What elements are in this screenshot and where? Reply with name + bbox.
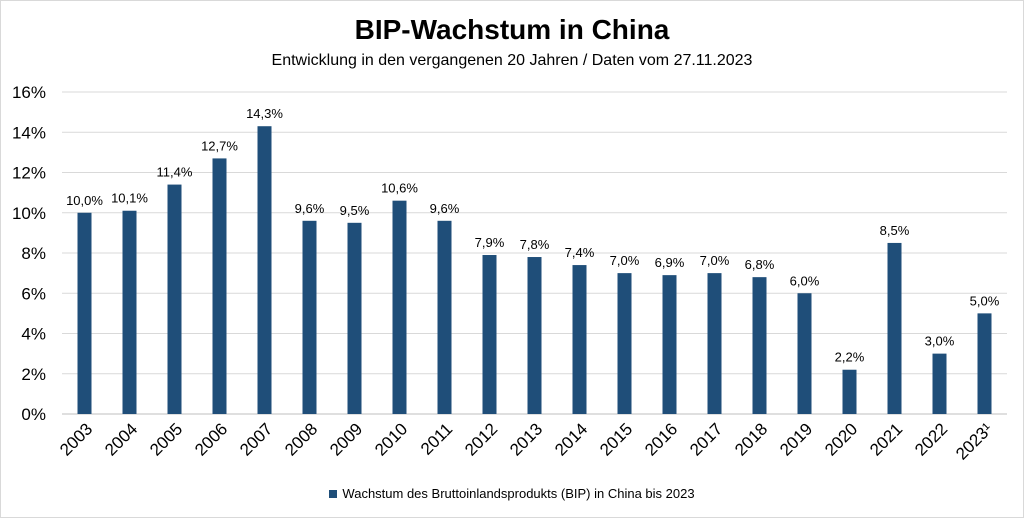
x-tick-label: 2009 [326,419,366,459]
x-tick-label: 2013 [506,419,546,459]
bar [662,275,677,414]
legend-swatch [329,490,338,498]
data-label: 7,0% [610,253,640,268]
bar [437,220,452,414]
data-label: 3,0% [925,334,955,349]
data-label: 10,6% [381,181,418,196]
data-label: 9,6% [430,201,460,216]
x-tick-label: 2005 [146,419,186,459]
x-tick-label: 2008 [281,419,321,459]
bar [932,353,947,414]
bar [617,273,632,414]
bar [707,273,722,414]
x-tick-label: 2021 [866,419,906,459]
x-tick-label: 2014 [551,419,591,459]
y-tick-label: 0% [21,405,46,424]
x-tick-label: 2011 [417,419,456,458]
bar [572,265,587,414]
legend-label: Wachstum des Bruttoinlandsprodukts (BIP)… [342,486,695,501]
y-tick-label: 12% [12,164,46,183]
x-tick-label: 2019 [776,419,816,459]
y-tick-label: 14% [12,123,46,142]
x-tick-label: 2003 [56,419,96,459]
y-tick-label: 8% [21,244,46,263]
data-label: 6,0% [790,273,820,288]
chart-title: BIP-Wachstum in China [354,14,670,45]
x-tick-label: 2023¹ [952,419,996,463]
chart-legend: Wachstum des Bruttoinlandsprodukts (BIP)… [0,486,1024,501]
x-tick-label: 2017 [686,419,726,459]
bar [887,242,902,414]
x-tick-label: 2015 [596,419,636,459]
x-tick-label: 2016 [641,419,681,459]
y-tick-label: 16% [12,83,46,102]
data-label: 11,4% [157,165,193,180]
bar [77,212,92,414]
y-tick-label: 10% [12,204,46,223]
x-tick-label: 2020 [821,419,861,459]
data-label: 12,7% [201,138,238,153]
data-label: 9,5% [340,203,370,218]
data-label: 10,1% [111,191,148,206]
y-tick-label: 2% [21,365,46,384]
bar [122,210,137,414]
data-label: 7,4% [565,245,595,260]
bar [302,220,317,414]
x-tick-label: 2007 [236,419,276,459]
bar [392,200,407,414]
data-label: 9,6% [295,201,325,216]
data-label: 10,0% [66,193,103,208]
bar [527,257,542,414]
bar [842,369,857,414]
x-tick-label: 2004 [101,419,141,459]
bar [167,184,182,414]
data-label: 2,2% [835,350,865,365]
data-label: 7,0% [700,253,730,268]
y-tick-label: 6% [21,284,46,303]
y-tick-label: 4% [21,325,46,344]
x-tick-label: 2012 [461,419,501,459]
data-label: 8,5% [880,223,910,238]
data-label: 7,9% [475,235,505,250]
data-label: 14,3% [246,106,283,121]
bar [482,255,497,414]
data-label: 7,8% [520,237,550,252]
chart-subtitle: Entwicklung in den vergangenen 20 Jahren… [271,52,753,69]
x-tick-label: 2018 [731,419,771,459]
data-label: 6,8% [745,257,775,272]
x-tick-label: 2006 [191,419,231,459]
bar [752,277,767,414]
bar [977,313,992,414]
x-tick-label: 2022 [911,419,951,459]
bar [347,222,362,414]
bar [257,126,272,415]
data-label: 6,9% [655,255,685,270]
data-label: 5,0% [970,293,1000,308]
bar [797,293,812,414]
bar [212,158,227,414]
x-tick-label: 2010 [371,419,411,459]
